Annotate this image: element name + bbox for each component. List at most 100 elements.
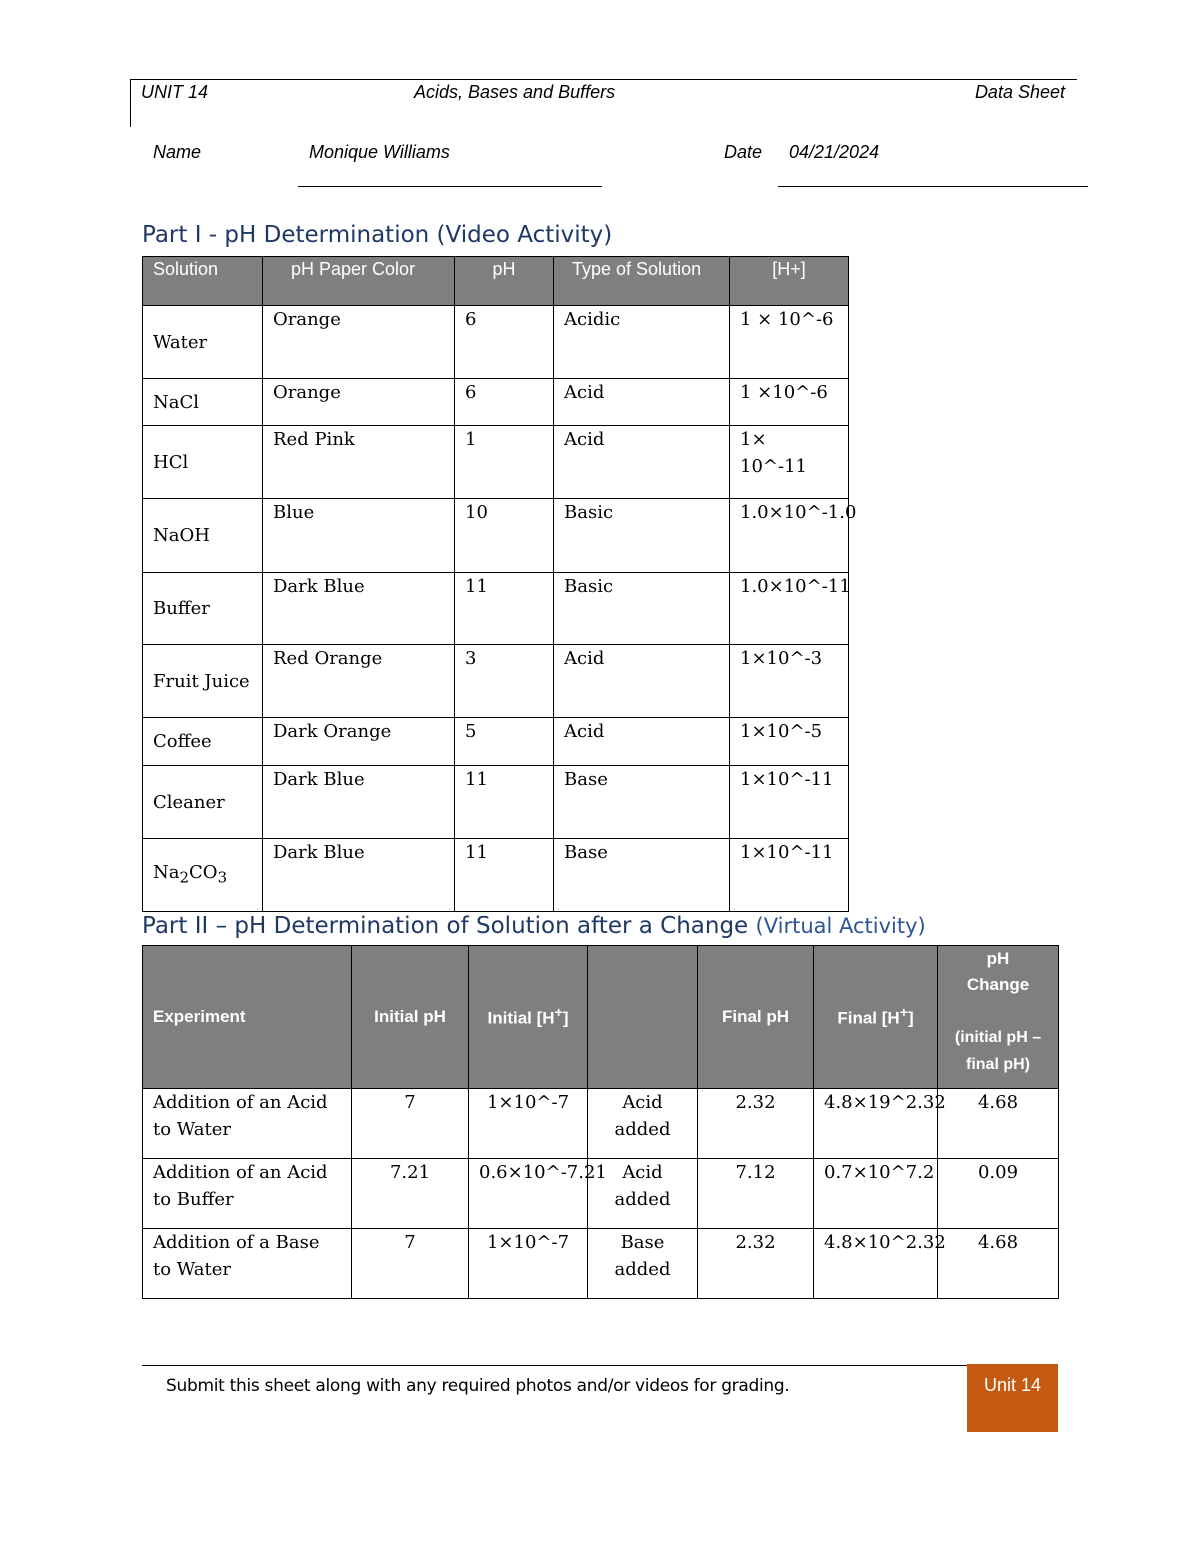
header-left-rule xyxy=(130,79,131,127)
solution-cell: Na2CO3 xyxy=(142,838,263,912)
h-cell: 1.0×10^-11 xyxy=(729,572,851,645)
initial-ph-cell: 7 xyxy=(351,1088,469,1159)
initial-h-cell: 1×10^-7 xyxy=(468,1228,588,1299)
color-cell: Orange xyxy=(262,305,455,379)
part2-title: Part II – pH Determination of Solution a… xyxy=(142,913,926,939)
ph-cell: 6 xyxy=(454,305,554,379)
color-cell: Dark Blue xyxy=(262,838,455,912)
date-underline xyxy=(778,186,1088,187)
color-cell: Red Pink xyxy=(262,425,455,499)
table-row: NaCl Orange 6 Acid 1 ×10^-6 xyxy=(142,378,849,426)
ph-cell: 6 xyxy=(454,378,554,426)
initial-ph-cell: 7 xyxy=(351,1228,469,1299)
ph-change-cell: 4.68 xyxy=(937,1228,1059,1299)
col-h-concentration: [H+] xyxy=(729,256,849,306)
table-row: Water Orange 6 Acidic 1 × 10^-6 xyxy=(142,305,849,379)
document-title: Acids, Bases and Buffers xyxy=(414,82,616,102)
h-cell: 1 ×10^-6 xyxy=(729,378,849,426)
col-ph-paper-color: pH Paper Color xyxy=(262,256,455,306)
table-row: Addition of an Acid to Water 7 1×10^-7 Acid… xyxy=(142,1088,1059,1159)
unit-label: UNIT 14 xyxy=(141,82,209,102)
solution-cell: Water xyxy=(142,305,263,379)
type-cell: Acidic xyxy=(553,305,730,379)
final-h-cell: 0.7×10^7.2 xyxy=(813,1158,938,1229)
table-row: Na2CO3 Dark Blue 11 Base 1×10^-11 xyxy=(142,838,849,912)
type-cell: Acid xyxy=(553,378,730,426)
table-header-row: Solution pH Paper Color pH Type of Solut… xyxy=(142,256,849,306)
footer-rule xyxy=(142,1365,967,1366)
type-cell: Basic xyxy=(553,572,730,645)
initial-h-cell: 1×10^-7 xyxy=(468,1088,588,1159)
unit-badge: Unit 14 xyxy=(967,1364,1058,1432)
date-value[interactable]: 04/21/2024 xyxy=(789,142,880,162)
ph-cell: 11 xyxy=(454,838,554,912)
col-initial-h: Initial [H+] xyxy=(468,945,588,1089)
ph-cell: 11 xyxy=(454,765,554,839)
color-cell: Red Orange xyxy=(262,644,455,718)
experiment-cell: Addition of an Acid to Water xyxy=(142,1088,352,1159)
ph-cell: 5 xyxy=(454,717,554,766)
color-cell: Dark Orange xyxy=(262,717,455,766)
change-cell: Acid added xyxy=(587,1088,698,1159)
color-cell: Dark Blue xyxy=(262,572,455,645)
initial-h-cell: 0.6×10^-7.21 xyxy=(468,1158,607,1229)
solution-cell: NaCl xyxy=(142,378,263,426)
col-initial-ph: Initial pH xyxy=(351,945,469,1089)
col-experiment: Experiment xyxy=(142,945,352,1089)
ph-cell: 3 xyxy=(454,644,554,718)
name-underline xyxy=(298,186,602,187)
h-cell: 1×10^-11 xyxy=(729,765,849,839)
solution-cell: Coffee xyxy=(142,717,263,766)
part2-title-text: Part II – pH Determination of Solution a… xyxy=(142,913,749,939)
sheet-label: Data Sheet xyxy=(974,82,1065,102)
initial-ph-cell: 7.21 xyxy=(351,1158,469,1229)
name-value[interactable]: Monique Williams xyxy=(309,142,450,162)
type-cell: Base xyxy=(553,765,730,839)
ph-cell: 10 xyxy=(454,498,554,573)
table-row: Coffee Dark Orange 5 Acid 1×10^-5 xyxy=(142,717,849,766)
change-cell: Base added xyxy=(587,1228,698,1299)
final-h-cell: 4.8×19^2.32 xyxy=(813,1088,946,1159)
color-cell: Dark Blue xyxy=(262,765,455,839)
experiment-cell: Addition of an Acid to Buffer xyxy=(142,1158,352,1229)
part2-table: Experiment Initial pH Initial [H+] Final… xyxy=(142,945,1059,1299)
experiment-cell: Addition of a Base to Water xyxy=(142,1228,352,1299)
color-cell: Blue xyxy=(262,498,455,573)
change-cell: Acid added xyxy=(587,1158,698,1229)
table-row: Cleaner Dark Blue 11 Base 1×10^-11 xyxy=(142,765,849,839)
type-cell: Acid xyxy=(553,425,730,499)
col-solution: Solution xyxy=(142,256,263,306)
table-row: Addition of a Base to Water 7 1×10^-7 Base … xyxy=(142,1228,1059,1299)
submit-instructions: Submit this sheet along with any require… xyxy=(166,1376,790,1396)
col-final-h: Final [H+] xyxy=(813,945,938,1089)
h-cell: 1× 10^-11 xyxy=(729,425,849,499)
h-cell: 1×10^-5 xyxy=(729,717,849,766)
header-rule xyxy=(130,79,1077,80)
table-row: Fruit Juice Red Orange 3 Acid 1×10^-3 xyxy=(142,644,849,718)
table-header-row: Experiment Initial pH Initial [H+] Final… xyxy=(142,945,1059,1089)
table-row: Addition of an Acid to Buffer 7.21 0.6×10^… xyxy=(142,1158,1059,1229)
part2-subtitle: (Virtual Activity) xyxy=(755,914,926,938)
ph-change-cell: 0.09 xyxy=(937,1158,1059,1229)
col-type: Type of Solution xyxy=(553,256,730,306)
type-cell: Base xyxy=(553,838,730,912)
type-cell: Acid xyxy=(553,717,730,766)
solution-cell: NaOH xyxy=(142,498,263,573)
type-cell: Acid xyxy=(553,644,730,718)
table-row: HCl Red Pink 1 Acid 1× 10^-11 xyxy=(142,425,849,499)
part1-table: Solution pH Paper Color pH Type of Solut… xyxy=(142,256,856,912)
type-cell: Basic xyxy=(553,498,730,573)
col-change xyxy=(587,945,698,1089)
solution-cell: Cleaner xyxy=(142,765,263,839)
table-row: Buffer Dark Blue 11 Basic 1.0×10^-11 xyxy=(142,572,851,645)
h-cell: 1×10^-3 xyxy=(729,644,849,718)
solution-cell: HCl xyxy=(142,425,263,499)
final-ph-cell: 7.12 xyxy=(697,1158,814,1229)
ph-cell: 1 xyxy=(454,425,554,499)
final-ph-cell: 2.32 xyxy=(697,1088,814,1159)
part1-title: Part I - pH Determination (Video Activit… xyxy=(142,222,613,248)
final-ph-cell: 2.32 xyxy=(697,1228,814,1299)
ph-change-cell: 4.68 xyxy=(937,1088,1059,1159)
table-row: NaOH Blue 10 Basic 1.0×10^-1.0 xyxy=(142,498,856,573)
solution-cell: Fruit Juice xyxy=(142,644,263,718)
